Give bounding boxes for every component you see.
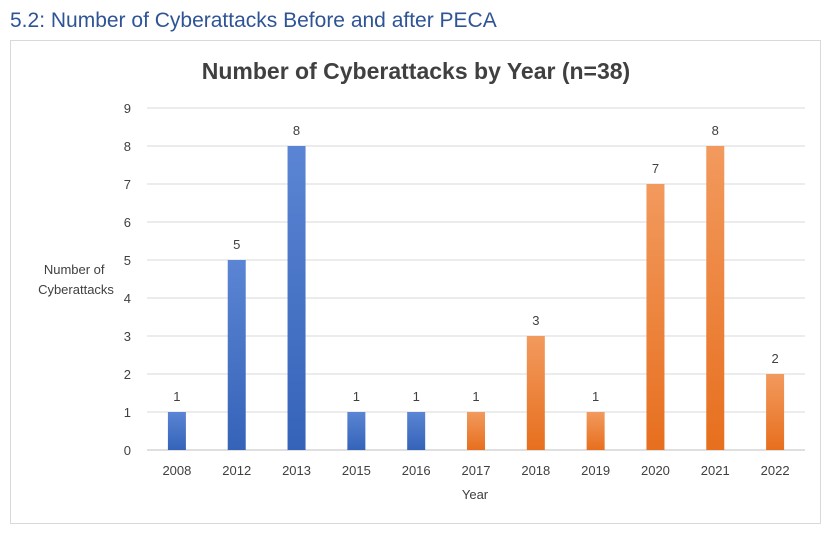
y-tick-label: 3	[124, 329, 131, 344]
x-tick-label: 2016	[402, 463, 431, 478]
y-tick-label: 6	[124, 215, 131, 230]
data-label-2008: 1	[173, 389, 180, 404]
y-axis-label: Number of Cyberattacks	[38, 262, 114, 297]
data-label-2019: 1	[592, 389, 599, 404]
y-tick-label: 2	[124, 367, 131, 382]
x-tick-label: 2008	[162, 463, 191, 478]
y-tick-label: 9	[124, 101, 131, 116]
bar-2021	[706, 146, 725, 450]
bar-2015	[347, 412, 366, 450]
bar-2013	[287, 146, 306, 450]
bar-2019	[586, 412, 605, 450]
bar-2012	[227, 260, 246, 450]
bar-2022	[766, 374, 785, 450]
y-axis-label-line-2: Cyberattacks	[38, 282, 114, 297]
y-tick-label: 5	[124, 253, 131, 268]
data-label-2022: 2	[771, 351, 778, 366]
y-tick-label: 8	[124, 139, 131, 154]
section-heading: 5.2: Number of Cyberattacks Before and a…	[10, 9, 497, 32]
bar-2016	[407, 412, 426, 450]
data-label-2015: 1	[353, 389, 360, 404]
data-label-2013: 8	[293, 123, 300, 138]
y-tick-label: 4	[124, 291, 131, 306]
gridlines	[147, 107, 805, 451]
x-tick-label: 2012	[222, 463, 251, 478]
x-tick-label: 2021	[701, 463, 730, 478]
data-label-2018: 3	[532, 313, 539, 328]
y-tick-label: 7	[124, 177, 131, 192]
bar-2020	[646, 184, 665, 450]
bar-2018	[526, 336, 545, 450]
x-tick-label: 2020	[641, 463, 670, 478]
data-label-2017: 1	[472, 389, 479, 404]
bar-2017	[467, 412, 485, 450]
x-tick-label: 2019	[581, 463, 610, 478]
x-tick-label: 2022	[761, 463, 790, 478]
x-tick-label: 2018	[521, 463, 550, 478]
x-tick-label: 2013	[282, 463, 311, 478]
y-axis-label-line-1: Number of	[44, 262, 105, 277]
data-label-2016: 1	[413, 389, 420, 404]
data-label-2020: 7	[652, 161, 659, 176]
x-tick-label: 2017	[462, 463, 491, 478]
chart-title: Number of Cyberattacks by Year (n=38)	[202, 58, 630, 84]
data-label-2012: 5	[233, 237, 240, 252]
x-axis-label: Year	[462, 487, 489, 502]
y-axis-ticks: 0 1 2 3 4 5 6 7 8 9	[124, 101, 131, 458]
data-label-2021: 8	[712, 123, 719, 138]
x-tick-label: 2015	[342, 463, 371, 478]
y-tick-label: 1	[124, 405, 131, 420]
y-tick-label: 0	[124, 443, 131, 458]
bars	[167, 146, 785, 450]
bar-2008	[167, 412, 186, 450]
x-axis-ticks: 2008 2012 2013 2015 2016 2017 2018 2019 2020 2021…	[162, 463, 789, 478]
